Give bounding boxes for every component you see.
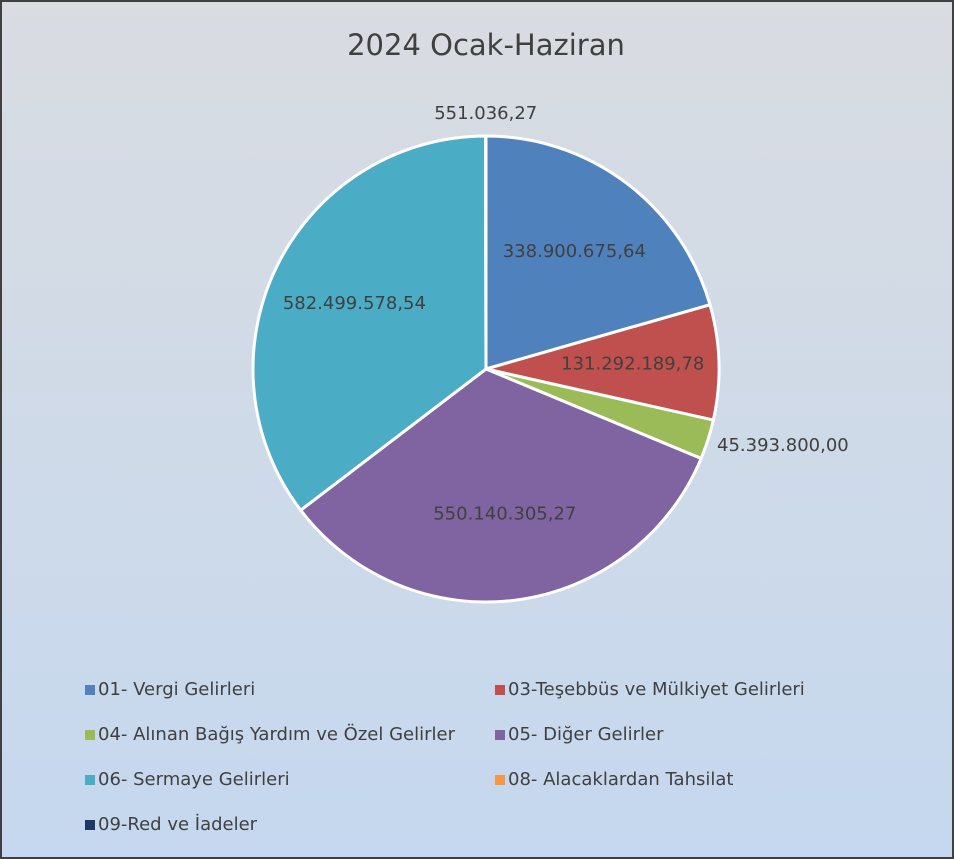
data-label: 550.140.305,27 xyxy=(433,504,576,525)
legend-label: 01- Vergi Gelirleri xyxy=(98,679,255,700)
data-label: 551.036,27 xyxy=(434,103,537,124)
pie-slice xyxy=(485,302,721,422)
legend-marker xyxy=(85,820,95,830)
legend-label: 08- Alacaklardan Tahsilat xyxy=(508,769,733,790)
data-label: 131.292.189,78 xyxy=(561,354,704,375)
legend-label: 09-Red ve İadeler xyxy=(98,814,258,835)
legend-marker xyxy=(495,685,505,695)
pie-slice xyxy=(298,367,704,604)
legend-label: 03-Teşebbüs ve Mülkiyet Gelirleri xyxy=(508,679,805,700)
legend-marker xyxy=(85,730,95,740)
legend-marker xyxy=(495,775,505,785)
legend-label: 04- Alınan Bağış Yardım ve Özel Gelirler xyxy=(98,723,456,745)
pie-slice xyxy=(484,134,712,371)
pie-slice xyxy=(251,134,488,513)
legend-marker xyxy=(85,685,95,695)
legend-label: 06- Sermaye Gelirleri xyxy=(98,769,290,790)
data-label: 338.900.675,64 xyxy=(503,241,646,262)
legend-label: 05- Diğer Gelirler xyxy=(508,724,664,745)
legend-marker xyxy=(85,775,95,785)
data-label: 45.393.800,00 xyxy=(717,435,849,456)
legend-marker xyxy=(495,730,505,740)
data-label: 582.499.578,54 xyxy=(283,293,426,314)
chart-title: 2024 Ocak-Haziran xyxy=(347,28,625,62)
